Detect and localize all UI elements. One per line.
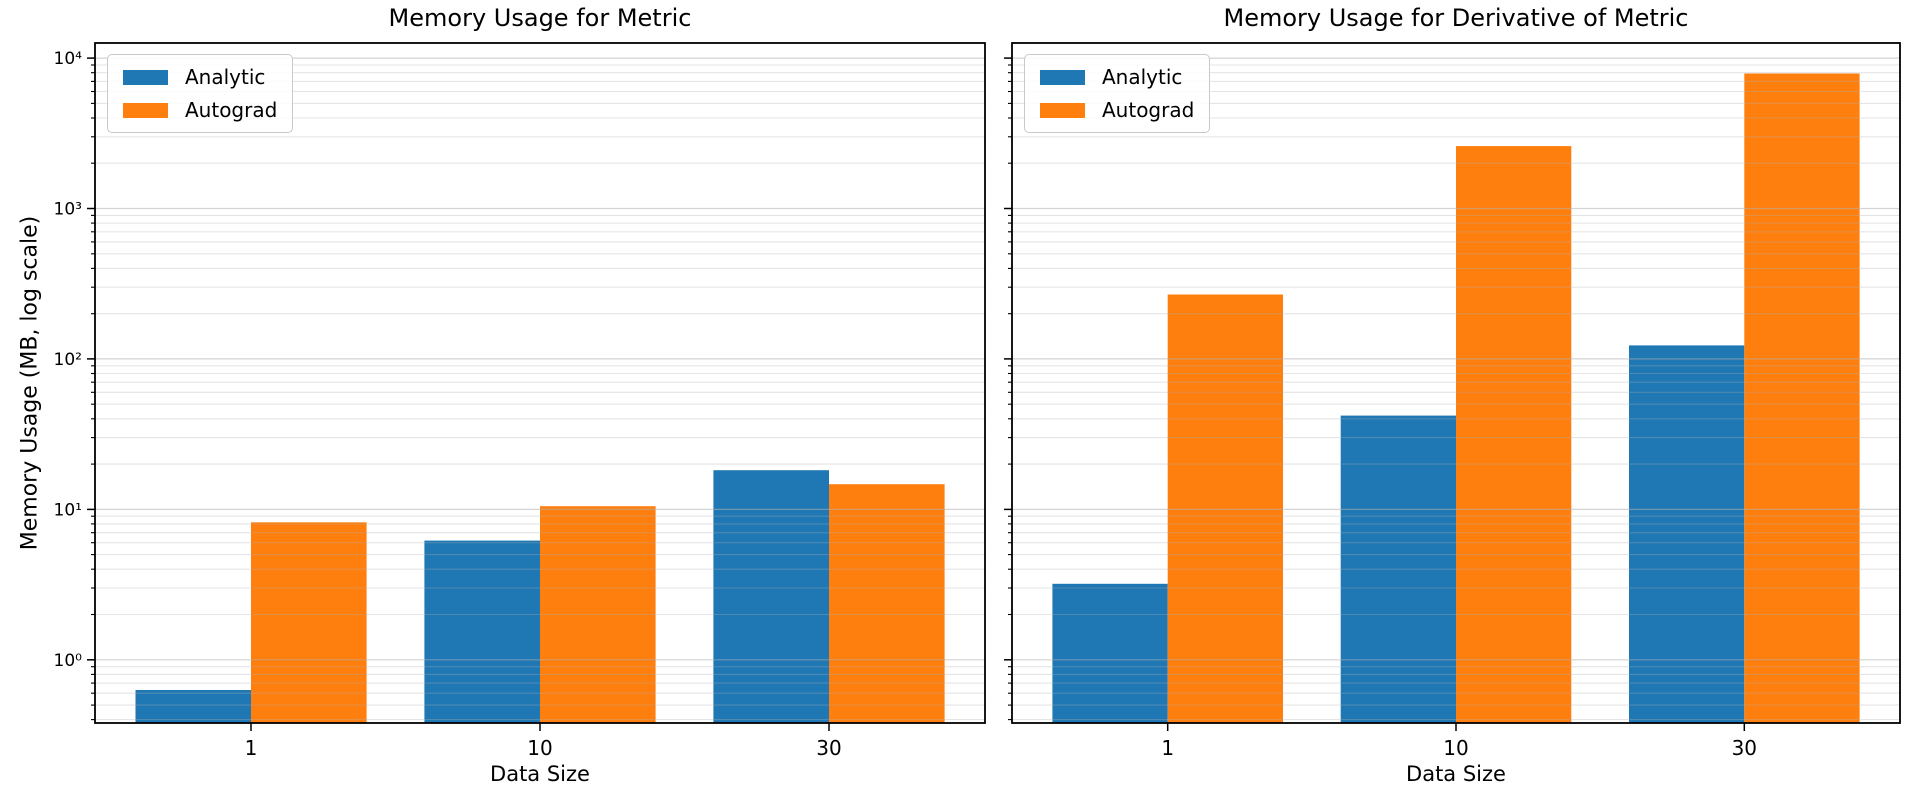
bar-analytic-ds1 (135, 690, 252, 723)
y-tick-label: 10³ (54, 200, 82, 220)
legend-item-analytic: Analytic (1040, 65, 1194, 89)
legend-label-analytic: Analytic (185, 65, 266, 89)
plot-metric: 10⁰ 10¹ 10² 10³ 10⁴ 1 10 30 (54, 42, 986, 760)
legend-metric: Analytic Autograd (107, 54, 294, 133)
x-tick-label: 30 (816, 736, 841, 760)
bar-analytic-ds10 (1340, 415, 1456, 723)
bar-autograd-ds10 (540, 506, 656, 723)
autograd-color-swatch (1040, 102, 1085, 118)
legend-label-analytic: Analytic (1102, 65, 1183, 89)
bar-autograd-ds1 (251, 522, 367, 723)
legend-item-analytic: Analytic (123, 65, 277, 89)
legend-label-autograd: Autograd (1102, 98, 1195, 122)
y-tick-label: 10⁴ (54, 49, 83, 69)
chart-title-derivative: Memory Usage for Derivative of Metric (1223, 4, 1689, 32)
bar-analytic-ds30 (713, 470, 829, 723)
plot-border (1011, 42, 1901, 724)
chart-title-metric: Memory Usage for Metric (388, 4, 692, 32)
analytic-color-swatch (1040, 69, 1085, 85)
bar-analytic-ds1 (1052, 583, 1168, 723)
x-tick-label: 30 (1732, 736, 1757, 760)
legend-item-autograd: Autograd (123, 98, 277, 122)
legend-label-autograd: Autograd (185, 98, 278, 122)
plot-border (94, 42, 986, 724)
bar-autograd-ds30 (1744, 73, 1860, 723)
x-tick-label: 10 (527, 736, 552, 760)
x-axis-label-metric: Data Size (490, 762, 590, 786)
x-axis-label-derivative: Data Size (1406, 762, 1506, 786)
autograd-color-swatch (123, 102, 168, 118)
y-tick-label: 10² (54, 350, 82, 370)
legend-derivative: Analytic Autograd (1024, 54, 1211, 133)
plot-derivative: 1 10 30 (1004, 42, 1901, 760)
legend-item-autograd: Autograd (1040, 98, 1194, 122)
y-tick-label: 10⁰ (54, 651, 83, 671)
bar-autograd-ds30 (829, 484, 945, 723)
bar-autograd-ds1 (1167, 294, 1283, 723)
analytic-color-swatch (123, 69, 168, 85)
bar-analytic-ds10 (424, 540, 540, 723)
y-tick-label: 10¹ (54, 500, 82, 520)
x-tick-label: 1 (245, 736, 258, 760)
bar-autograd-ds10 (1456, 146, 1572, 724)
x-tick-label: 1 (1161, 736, 1174, 760)
x-tick-label: 10 (1443, 736, 1468, 760)
y-axis-label: Memory Usage (MB, log scale) (17, 215, 43, 551)
